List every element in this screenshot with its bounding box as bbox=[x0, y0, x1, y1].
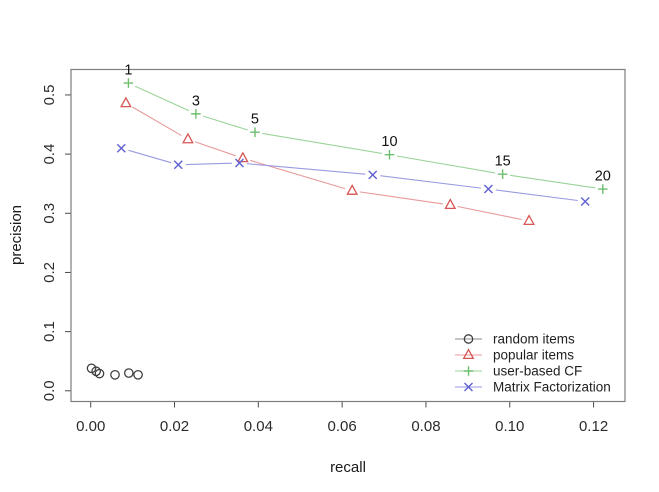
series-line-segment bbox=[457, 205, 522, 221]
series-line-segment bbox=[380, 175, 482, 189]
x-axis-tick-label: 0.04 bbox=[244, 418, 273, 435]
data-point-marker bbox=[123, 368, 134, 378]
x-axis-tick-label: 0.02 bbox=[160, 418, 189, 435]
series-line-segment bbox=[202, 115, 248, 131]
data-point-marker bbox=[368, 170, 378, 180]
data-point-marker bbox=[444, 198, 457, 210]
series-popular-items bbox=[120, 96, 535, 226]
series-line-segment bbox=[128, 149, 172, 164]
data-point-marker bbox=[483, 184, 493, 194]
series-line-segment bbox=[185, 162, 232, 166]
series-line-segment bbox=[509, 174, 596, 189]
x-axis-tick-label: 0.08 bbox=[411, 418, 440, 435]
point-count-label: 1 bbox=[124, 63, 132, 79]
point-count-label: 15 bbox=[495, 154, 511, 170]
data-point-marker bbox=[94, 368, 105, 379]
series-user-based-cf bbox=[123, 78, 608, 194]
series-line-segment bbox=[246, 163, 366, 175]
series-line-segment bbox=[495, 189, 578, 202]
data-point-marker bbox=[133, 369, 143, 380]
legend-label: user-based CF bbox=[493, 364, 582, 379]
legend-marker-x-icon bbox=[464, 382, 473, 392]
plot-box bbox=[70, 68, 626, 403]
data-point-marker bbox=[523, 214, 535, 226]
series-line-segment bbox=[396, 155, 496, 174]
point-count-label: 20 bbox=[595, 169, 611, 185]
y-axis-tick-label: 0.4 bbox=[41, 144, 58, 165]
y-axis-tick-label: 0.1 bbox=[41, 321, 58, 342]
legend-item: random items bbox=[455, 332, 575, 347]
data-point-marker bbox=[110, 369, 120, 380]
data-point-marker bbox=[173, 160, 183, 170]
data-point-marker bbox=[497, 169, 508, 180]
series-line-segment bbox=[249, 159, 346, 190]
series-random-items bbox=[86, 363, 143, 380]
data-point-marker bbox=[236, 151, 249, 163]
data-point-marker bbox=[116, 143, 126, 153]
data-point-marker bbox=[384, 149, 395, 160]
series-line-segment bbox=[135, 85, 190, 112]
data-point-marker bbox=[580, 196, 590, 206]
data-point-marker bbox=[597, 184, 608, 194]
legend-marker-circle-icon bbox=[463, 334, 474, 344]
data-point-marker bbox=[191, 109, 201, 119]
series-line-segment bbox=[194, 141, 236, 157]
legend-label: Matrix Factorization bbox=[493, 380, 611, 395]
point-count-label: 3 bbox=[192, 93, 200, 109]
data-point-marker bbox=[250, 127, 260, 138]
legend-marker-plus-icon bbox=[463, 366, 474, 376]
legend-marker-triangle-icon bbox=[462, 348, 475, 360]
point-count-label: 5 bbox=[251, 112, 259, 128]
point-count-label: 10 bbox=[381, 134, 397, 150]
x-axis-tick-label: 0.06 bbox=[328, 418, 357, 435]
data-point-marker bbox=[123, 78, 134, 88]
y-axis-tick-label: 0.0 bbox=[41, 380, 58, 401]
series-matrix-factorization bbox=[116, 143, 590, 206]
x-axis-title: recall bbox=[330, 459, 366, 476]
data-point-marker bbox=[346, 184, 359, 195]
legend-item: popular items bbox=[455, 348, 574, 363]
y-axis-title: precision bbox=[8, 204, 25, 266]
x-axis-tick-label: 0.10 bbox=[495, 418, 524, 435]
data-point-marker bbox=[120, 96, 132, 108]
legend-item: user-based CF bbox=[455, 364, 582, 379]
series-line-segment bbox=[262, 132, 383, 155]
y-axis-tick-label: 0.5 bbox=[41, 85, 58, 106]
legend-item: Matrix Factorization bbox=[455, 380, 611, 395]
series-line-segment bbox=[132, 106, 182, 137]
legend-label: random items bbox=[493, 332, 575, 347]
x-axis-tick-label: 0.00 bbox=[76, 418, 105, 435]
series-line-segment bbox=[359, 191, 443, 205]
data-point-marker bbox=[234, 158, 244, 168]
y-axis-tick-label: 0.3 bbox=[41, 203, 58, 224]
data-point-marker bbox=[182, 132, 194, 144]
x-axis-tick-label: 0.12 bbox=[579, 418, 608, 435]
legend-label: popular items bbox=[493, 348, 574, 363]
y-axis-tick-label: 0.2 bbox=[41, 262, 58, 283]
